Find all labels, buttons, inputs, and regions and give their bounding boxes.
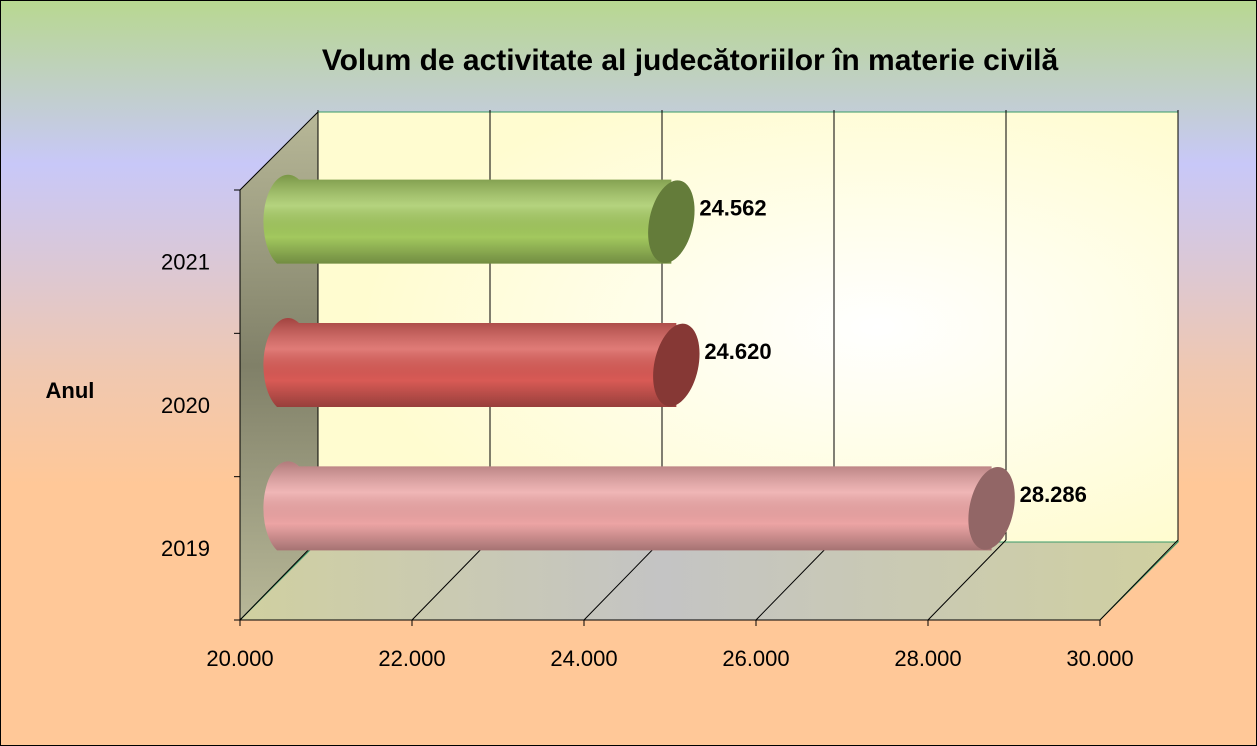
bar [263,461,1015,551]
grid-line [755,539,835,621]
bar-shine [263,318,677,407]
value-label: 28.286 [1020,482,1087,507]
chart-title: Volum de activitate al judecătoriilor în… [322,44,1059,77]
x-tick-label: 30.000 [1066,646,1133,671]
bar-cap [648,180,695,264]
value-label: 24.562 [699,195,766,220]
x-tick-label: 22.000 [378,646,445,671]
bar-shine [263,174,672,264]
y-tick-label: 2021 [161,249,210,274]
bars [263,174,1015,551]
x-tick-label: 28.000 [894,646,961,671]
x-tick-label: 26.000 [722,646,789,671]
x-tick-label: 20.000 [206,646,273,671]
grid-line [927,539,1007,621]
y-tick-label: 2020 [161,393,210,418]
y-axis-label: Anul [46,378,95,403]
value-label: 24.620 [704,339,771,364]
grid-line [411,539,491,621]
bar [263,318,700,407]
bar-cap [968,466,1015,550]
x-tick-label: 24.000 [550,646,617,671]
bar [263,174,695,264]
grid-line [1099,539,1179,621]
grid-line [583,539,663,621]
y-tick-label: 2019 [161,536,210,561]
grid-line [239,539,319,621]
floor [238,541,1180,621]
bar-cap [653,323,700,407]
bar-shine [263,461,992,551]
